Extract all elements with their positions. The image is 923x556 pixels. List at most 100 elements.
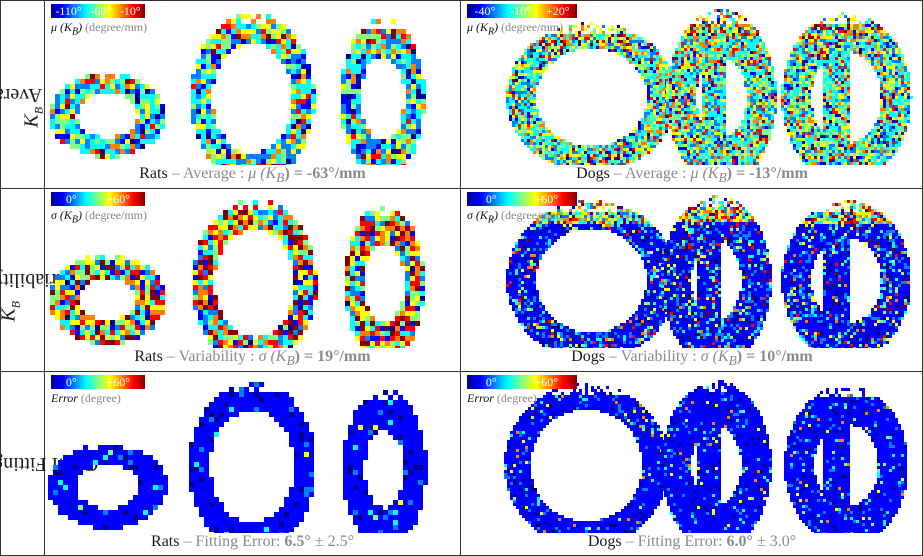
map-pixel [889,126,892,129]
map-pixel [702,162,705,165]
map-pixel [901,138,904,141]
map-pixel [726,33,729,36]
map-pixel [201,69,206,74]
map-pixel [796,48,799,51]
map-pixel [361,159,366,164]
map-pixel [575,145,578,148]
map-pixel [346,129,351,134]
map-pixel [641,40,644,43]
map-pixel [708,30,711,33]
map-pixel [814,135,817,138]
map-pixel [835,39,838,42]
map-pixel [880,51,883,54]
map-pixel [569,34,572,37]
map-pixel [784,90,787,93]
map-pixel [296,59,301,64]
map-pixel [684,102,687,105]
map-pixel [650,103,653,106]
map-pixel [593,148,596,151]
map-pixel [536,148,539,151]
map-pixel [662,76,665,79]
map-pixel [796,87,799,90]
map-pixel [720,84,723,87]
map-pixel [672,99,675,102]
map-pixel [868,36,871,39]
map-pixel [593,157,596,160]
map-pixel [100,154,105,159]
map-pixel [699,48,702,51]
map-pixel [221,159,226,164]
map-pixel [632,136,635,139]
map-pixel [847,75,850,78]
map-pixel [874,30,877,33]
map-pixel [226,159,231,164]
map-pixel [823,108,826,111]
map-pixel [799,84,802,87]
map-pixel [271,144,276,149]
map-pixel [115,139,120,144]
map-pixel [835,120,838,123]
map-pixel [844,48,847,51]
map-pixel [620,145,623,148]
map-pixel [747,126,750,129]
map-pixel [832,24,835,27]
map-pixel [271,44,276,49]
map-pixel [892,78,895,81]
map-pixel [216,129,221,134]
map-pixel [756,75,759,78]
map-pixel [406,74,411,79]
map-pixel [711,99,714,102]
map-pixel [201,54,206,59]
map-pixel [796,114,799,117]
map-pixel [135,139,140,144]
map-pixel [829,51,832,54]
map-pixel [841,51,844,54]
map-pixel [853,27,856,30]
map-pixel [656,85,659,88]
map-pixel [678,72,681,75]
map-pixel [880,132,883,135]
map-pixel [659,130,662,133]
map-pixel [826,54,829,57]
map-pixel [898,84,901,87]
map-pixel [296,119,301,124]
map-pixel [296,79,301,84]
map-pixel [729,18,732,21]
map-pixel [844,51,847,54]
map-pixel [623,49,626,52]
map-pixel [656,73,659,76]
map-pixel [281,154,286,159]
map-pixel [844,72,847,75]
map-pixel [768,75,771,78]
map-pixel [662,121,665,124]
map-pixel [80,139,85,144]
map-pixel [551,46,554,49]
map-pixel [874,39,877,42]
map-pixel [714,33,717,36]
map-pixel [732,135,735,138]
map-pixel [611,160,614,163]
map-pixel [581,151,584,154]
map-pixel [684,90,687,93]
map-pixel [811,33,814,36]
map-pixel [826,132,829,135]
map-pixel [653,130,656,133]
map-pixel [356,139,361,144]
map-pixel [892,51,895,54]
map-pixel [366,44,371,49]
map-pixel [850,24,853,27]
map-pixel [560,49,563,52]
map-pixel [296,144,301,149]
map-pixel [527,97,530,100]
map-pixel [530,94,533,97]
map-pixel [672,75,675,78]
map-pixel [814,63,817,66]
map-pixel [346,69,351,74]
map-pixel [276,154,281,159]
map-pixel [527,115,530,118]
map-pixel [696,48,699,51]
map-pixel [560,37,563,40]
map-pixel [608,28,611,31]
map-pixel [662,91,665,94]
map-pixel [406,39,411,44]
